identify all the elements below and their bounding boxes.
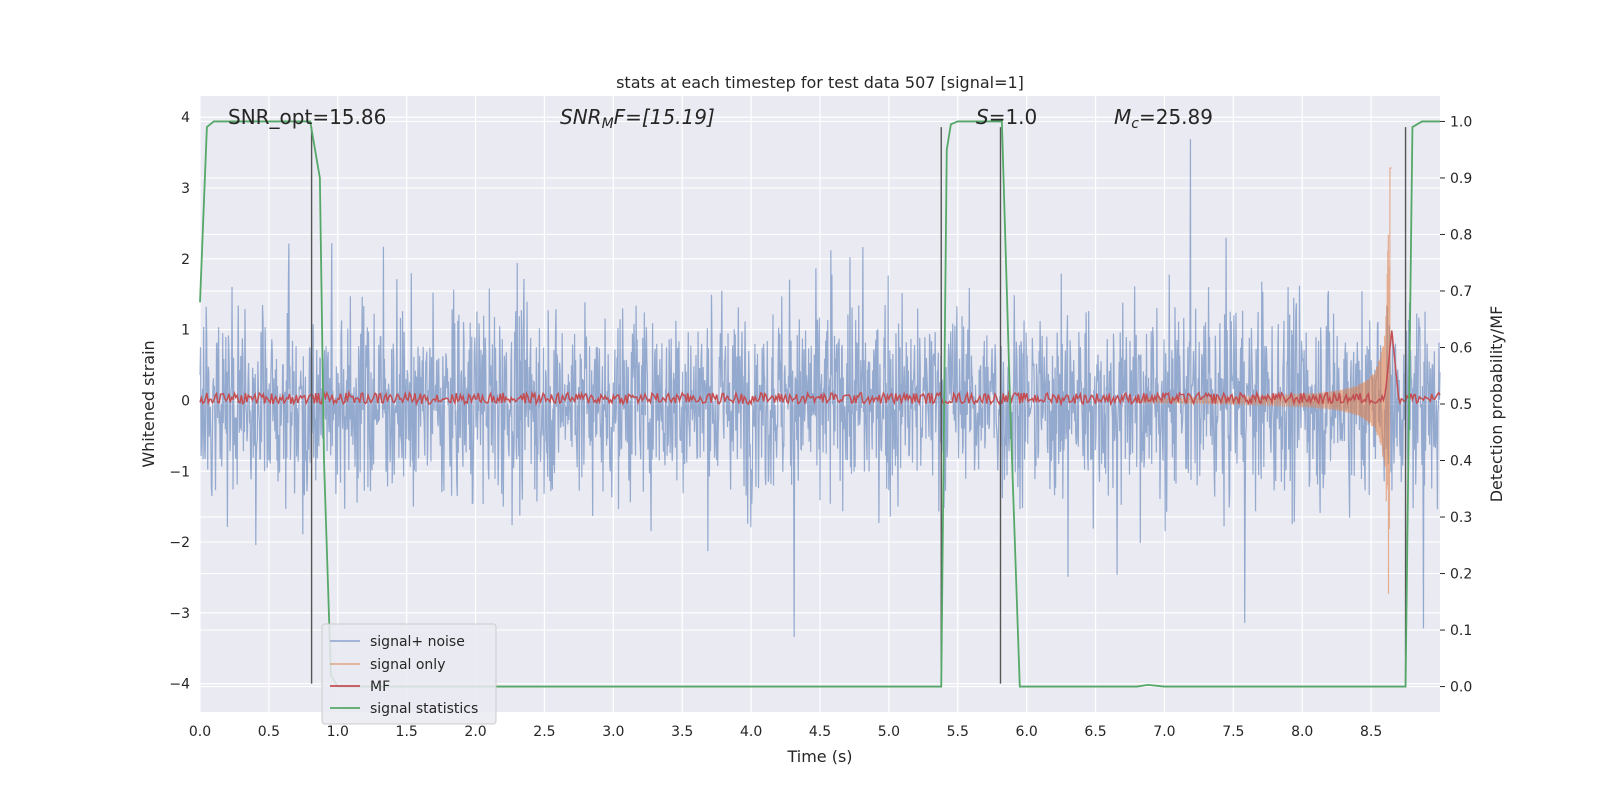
series-mf <box>199 330 1441 407</box>
series-signal-only <box>1136 167 1392 594</box>
x-tick-label: 0.0 <box>189 724 211 740</box>
y-left-axis-ticks: −4 −3 −2 −1 0 1 2 3 4 <box>169 110 190 692</box>
vertical-markers <box>310 127 1407 684</box>
series-signal-statistics <box>199 120 1440 688</box>
y-right-tick-label: 0.8 <box>1450 227 1472 243</box>
x-tick-label: 4.0 <box>740 724 762 740</box>
x-tick-label: 7.5 <box>1222 724 1244 740</box>
x-tick-label: 2.5 <box>533 724 555 740</box>
annotation-mc: Mc=25.89 <box>1114 105 1213 132</box>
annotation-snr-mf: SNRMF=[15.19] <box>560 105 715 132</box>
x-tick-label: 8.0 <box>1291 724 1313 740</box>
y-left-tick-label: −2 <box>169 535 190 551</box>
y-left-tick-label: −4 <box>169 677 190 693</box>
annotation-s: S=1.0 <box>976 105 1037 129</box>
legend-box <box>321 623 497 725</box>
x-tick-label: 3.5 <box>671 724 693 740</box>
y-right-tick-label: 0.3 <box>1450 510 1472 526</box>
y-right-tick-label: 0.9 <box>1450 171 1472 187</box>
y-left-tick-label: 1 <box>181 323 190 339</box>
legend-label-signal-only: signal only <box>370 657 445 673</box>
x-tick-label: 2.0 <box>464 724 486 740</box>
y-left-tick-label: −1 <box>169 464 190 480</box>
y-right-tick-label: 1.0 <box>1450 114 1472 130</box>
y-right-axis-ticks: 0.0 0.1 0.2 0.3 0.4 0.5 0.6 0.7 0.8 0.9 1.0 <box>1440 114 1472 696</box>
x-axis-ticks: 0.0 0.5 1.0 1.5 2.0 2.5 3.0 3.5 4.0 4.5 5.0 5.5 6.0 6… <box>189 724 1382 740</box>
y-right-tick-label: 0.6 <box>1450 340 1472 356</box>
legend-label-signal-noise: signal+ noise <box>370 634 465 650</box>
x-tick-label: 6.0 <box>1016 724 1038 740</box>
y-left-tick-label: 2 <box>181 252 190 268</box>
y-left-axis-label: Whitened strain <box>139 340 158 467</box>
y-left-tick-label: 3 <box>181 181 190 197</box>
series-signal-noise <box>199 139 1441 638</box>
x-tick-label: 4.5 <box>809 724 831 740</box>
series-layer <box>199 120 1441 688</box>
chart-title: stats at each timestep for test data 507… <box>616 73 1024 92</box>
y-left-tick-label: −3 <box>169 606 190 622</box>
legend-label-signal-statistics: signal statistics <box>370 701 478 717</box>
x-tick-label: 7.0 <box>1153 724 1175 740</box>
y-left-tick-label: 0 <box>181 393 190 409</box>
x-tick-label: 5.5 <box>947 724 969 740</box>
x-tick-label: 3.0 <box>602 724 624 740</box>
y-right-tick-label: 0.1 <box>1450 623 1472 639</box>
legend-label-mf: MF <box>370 679 390 695</box>
x-axis-label: Time (s) <box>786 747 852 766</box>
y-right-tick-label: 0.7 <box>1450 284 1472 300</box>
y-right-axis-label: Detection probability/MF <box>1487 306 1506 503</box>
y-right-tick-label: 0.0 <box>1450 680 1472 696</box>
x-tick-label: 8.5 <box>1360 724 1382 740</box>
y-right-tick-label: 0.2 <box>1450 567 1472 583</box>
x-tick-label: 0.5 <box>258 724 280 740</box>
x-tick-label: 1.0 <box>327 724 349 740</box>
x-tick-label: 6.5 <box>1084 724 1106 740</box>
y-left-tick-label: 4 <box>181 110 190 126</box>
y-right-tick-label: 0.5 <box>1450 397 1472 413</box>
legend: signal+ noise signal only MF signal stat… <box>321 623 497 725</box>
annotation-snr-opt: SNR_opt=15.86 <box>228 105 386 129</box>
y-right-tick-label: 0.4 <box>1450 454 1472 470</box>
x-tick-label: 1.5 <box>396 724 418 740</box>
x-tick-label: 5.0 <box>878 724 900 740</box>
